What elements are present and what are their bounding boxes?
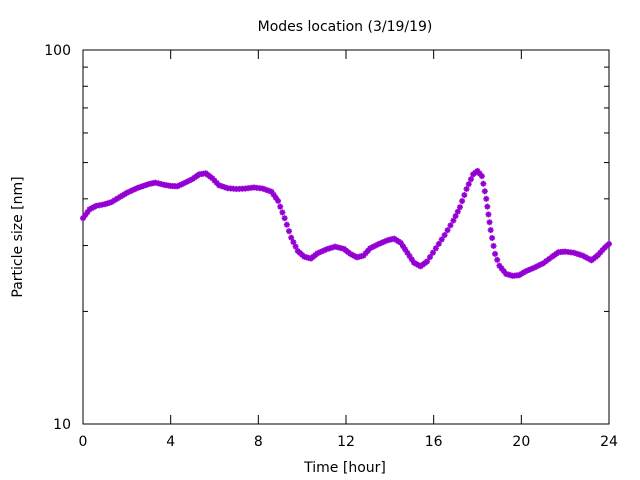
data-point <box>492 250 499 257</box>
data-point <box>450 217 457 224</box>
data-point <box>424 258 431 265</box>
data-point <box>489 235 496 242</box>
x-tick-label: 24 <box>600 434 618 450</box>
data-point <box>435 240 442 247</box>
x-tick-label: 0 <box>79 434 88 450</box>
data-point <box>546 255 553 262</box>
data-point <box>487 227 494 234</box>
y-tick-label: 100 <box>44 43 71 59</box>
x-tick-label: 12 <box>337 434 355 450</box>
data-point <box>480 180 487 187</box>
data-point <box>281 215 288 222</box>
data-point <box>444 227 451 234</box>
x-tick-label: 20 <box>512 434 530 450</box>
data-point <box>454 208 461 215</box>
data-point <box>432 245 439 252</box>
data-point <box>438 236 445 243</box>
data-point <box>275 197 282 204</box>
data-point <box>459 198 466 205</box>
y-axis-label: Particle size [nm] <box>10 176 26 297</box>
data-point <box>463 185 470 192</box>
x-tick-label: 8 <box>254 434 263 450</box>
data-point <box>429 249 436 256</box>
x-tick-label: 4 <box>166 434 175 450</box>
y-ticks: 10 100 <box>44 43 609 433</box>
data-point <box>427 254 434 261</box>
data-point <box>290 239 297 246</box>
data-point <box>467 176 474 183</box>
data-series <box>80 167 612 279</box>
data-point <box>484 203 491 210</box>
data-point <box>452 213 459 220</box>
x-axis-label: Time [hour] <box>303 460 386 476</box>
data-point <box>485 211 492 218</box>
data-point <box>283 221 290 228</box>
data-point <box>483 195 490 202</box>
data-point <box>606 240 612 247</box>
data-point <box>486 219 493 226</box>
data-point <box>490 242 497 249</box>
data-point <box>288 234 295 241</box>
data-point <box>461 192 468 199</box>
data-point <box>279 209 286 216</box>
data-point <box>447 222 454 229</box>
data-point <box>286 228 293 235</box>
data-point <box>292 243 299 250</box>
data-point <box>494 256 501 263</box>
data-point <box>441 232 448 239</box>
y-tick-label: 10 <box>53 417 71 433</box>
x-ticks: 0 4 8 12 16 20 24 <box>79 50 618 450</box>
plot-frame <box>82 49 610 425</box>
data-point <box>277 203 284 210</box>
data-point <box>456 204 463 211</box>
chart-title: Modes location (3/19/19) <box>258 19 433 35</box>
data-point <box>478 173 485 180</box>
data-point <box>481 188 488 195</box>
x-tick-label: 16 <box>425 434 443 450</box>
data-point <box>465 181 472 188</box>
